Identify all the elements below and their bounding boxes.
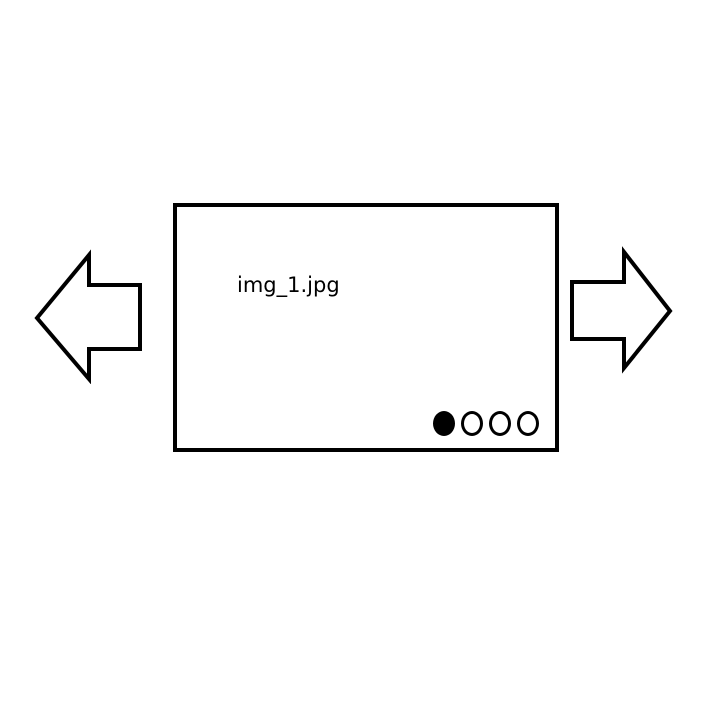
arrow-right-icon bbox=[570, 246, 673, 374]
slide-filename: img_1.jpg bbox=[237, 273, 340, 297]
slide-indicator-dot-4[interactable] bbox=[517, 411, 539, 436]
slide-indicator-dot-3[interactable] bbox=[489, 411, 511, 436]
previous-slide-button[interactable] bbox=[30, 248, 146, 384]
next-slide-button[interactable] bbox=[566, 245, 682, 375]
slide-indicators bbox=[433, 411, 539, 436]
arrow-left-icon bbox=[34, 249, 142, 384]
slide-indicator-dot-2[interactable] bbox=[461, 411, 483, 436]
slide-indicator-dot-1[interactable] bbox=[433, 411, 455, 436]
carousel-slide: img_1.jpg bbox=[173, 203, 559, 452]
